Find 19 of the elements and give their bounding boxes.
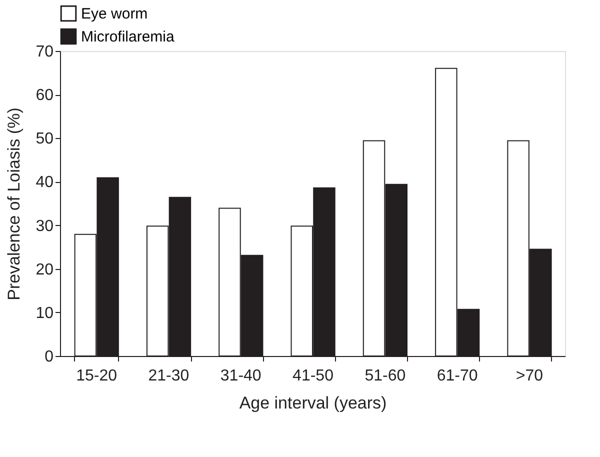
x-tick-label: >70 xyxy=(516,368,544,384)
x-tick-label: 15-20 xyxy=(76,368,118,384)
x-tick-label: 21-30 xyxy=(148,368,190,384)
x-tick-label: 51-60 xyxy=(364,368,406,384)
legend-label: Microfilaremia xyxy=(81,28,176,46)
x-tick-label: 31-40 xyxy=(220,368,262,384)
y-tick-label: 10 xyxy=(36,304,54,322)
y-tick-label: 50 xyxy=(36,130,54,148)
y-axis-title: Prevalence of Loiasis (%) xyxy=(4,108,24,300)
y-tick-label: 20 xyxy=(36,261,54,278)
x-tick-label: 41-50 xyxy=(292,368,334,384)
y-tick-label: 70 xyxy=(36,44,54,60)
y-tick-label: 30 xyxy=(36,218,54,235)
x-axis-title: Age interval (years) xyxy=(239,394,387,412)
y-tick-label: 40 xyxy=(36,174,54,192)
legend-label: Eye worm xyxy=(81,6,148,22)
y-tick-label: 0 xyxy=(44,348,54,366)
y-tick-label: 60 xyxy=(36,87,54,104)
x-tick-label: 61-70 xyxy=(436,368,478,384)
